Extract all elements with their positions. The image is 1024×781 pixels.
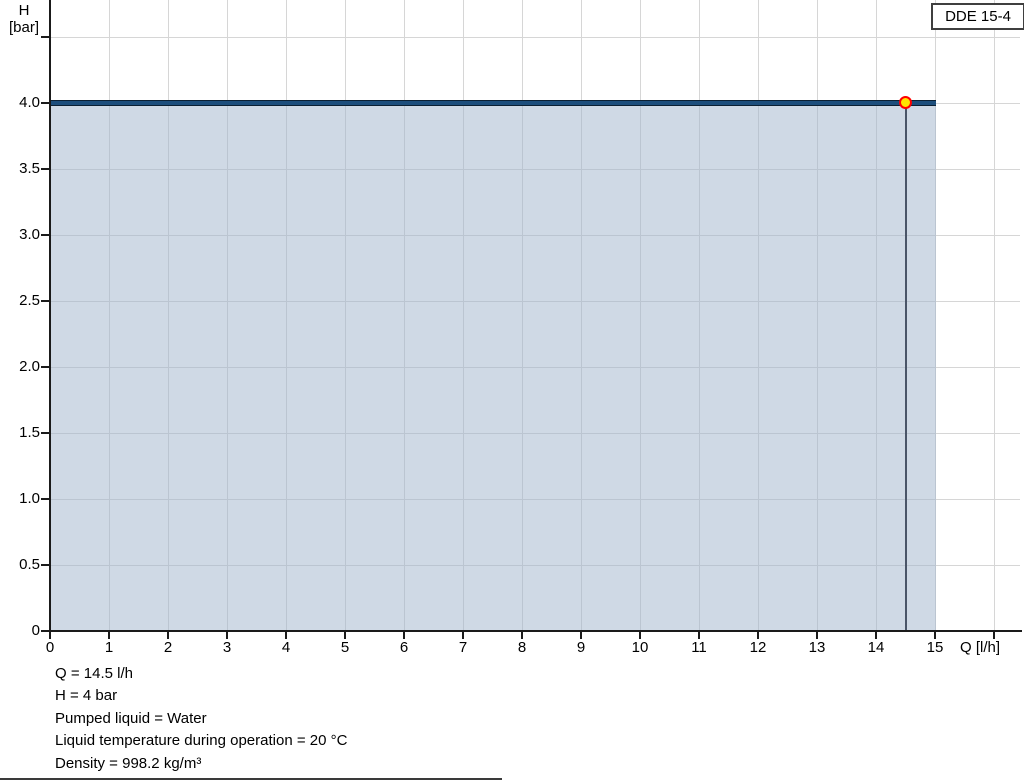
- x-tick-label: 12: [749, 639, 767, 656]
- x-axis-tick: [462, 631, 464, 639]
- info-line: Q = 14.5 l/h: [55, 665, 133, 682]
- x-tick-label: 3: [222, 639, 232, 656]
- pump-curve-line: [50, 100, 936, 106]
- x-axis-title: Q [l/h]: [960, 639, 1001, 656]
- y-axis-tick: [41, 432, 50, 434]
- x-axis-tick: [108, 631, 110, 639]
- pump-model-label: DDE 15-4: [945, 8, 1011, 25]
- y-tick-label: 4.0: [19, 94, 40, 111]
- y-axis-line: [49, 0, 51, 632]
- x-axis-line: [49, 630, 1022, 632]
- y-axis-tick: [41, 102, 50, 104]
- x-axis-tick: [875, 631, 877, 639]
- y-tick-label: 3.5: [19, 160, 40, 177]
- bottom-divider-line: [0, 778, 502, 780]
- x-tick-label: 0: [45, 639, 55, 656]
- y-axis-tick: [41, 366, 50, 368]
- y-axis-title: H [bar]: [2, 2, 46, 36]
- operating-point-drop-line: [904, 103, 907, 631]
- x-axis-tick: [403, 631, 405, 639]
- x-tick-label: 11: [691, 639, 707, 656]
- y-axis-title-unit: [bar]: [8, 19, 39, 36]
- y-axis-tick: [41, 168, 50, 170]
- info-line: Density = 998.2 kg/m³: [55, 754, 202, 772]
- x-axis-tick: [816, 631, 818, 639]
- x-tick-label: 7: [458, 639, 468, 656]
- x-axis-tick: [993, 631, 995, 639]
- x-tick-label: 8: [517, 639, 527, 656]
- y-axis-tick: [41, 300, 50, 302]
- x-tick-label: 14: [867, 639, 885, 656]
- operating-point-marker: [898, 96, 912, 109]
- x-axis-tick: [698, 631, 700, 639]
- x-tick-label: 15: [926, 639, 944, 656]
- x-tick-label: 10: [631, 639, 649, 656]
- x-axis-tick: [757, 631, 759, 639]
- y-tick-label: 1.5: [19, 424, 40, 441]
- x-axis-tick: [639, 631, 641, 639]
- y-tick-label: 3.0: [19, 226, 40, 243]
- info-line: H = 4 bar: [55, 687, 118, 705]
- y-axis-tick: [41, 234, 50, 236]
- x-tick-label: 1: [104, 639, 114, 656]
- x-axis-tick: [226, 631, 228, 639]
- operating-conditions-text: Q = 14.5 l/h H = 4 bar Pumped liquid = Wat…: [55, 663, 347, 775]
- y-tick-label: 0.5: [19, 556, 40, 573]
- operating-range-area: [50, 106, 936, 631]
- x-axis-tick: [521, 631, 523, 639]
- x-tick-label: 2: [163, 639, 173, 656]
- y-tick-label: 2.0: [19, 358, 40, 375]
- y-tick-label: 1.0: [19, 490, 40, 507]
- x-tick-label: 4: [281, 639, 291, 656]
- x-axis-tick: [580, 631, 582, 639]
- y-tick-label: 0: [31, 622, 40, 639]
- y-axis-tick: [41, 564, 50, 566]
- x-tick-label: 13: [808, 639, 826, 656]
- vertical-gridline: [993, 0, 995, 631]
- y-axis-tick: [41, 498, 50, 500]
- x-axis-tick: [167, 631, 169, 639]
- x-tick-label: 9: [576, 639, 586, 656]
- pump-model-badge: DDE 15-4: [931, 3, 1024, 30]
- y-axis-title-symbol: H: [18, 2, 30, 19]
- info-line: Liquid temperature during operation = 20…: [55, 732, 348, 750]
- x-axis-tick: [344, 631, 346, 639]
- x-axis-tick: [285, 631, 287, 639]
- x-tick-label: 6: [399, 639, 409, 656]
- horizontal-gridline: [50, 36, 1020, 38]
- y-tick-label: 2.5: [19, 292, 40, 309]
- info-line: Pumped liquid = Water: [55, 709, 207, 727]
- x-axis-tick: [49, 631, 51, 639]
- x-axis-tick: [934, 631, 936, 639]
- y-axis-tick: [41, 630, 50, 632]
- y-axis-tick: [41, 36, 50, 38]
- x-tick-label: 5: [340, 639, 350, 656]
